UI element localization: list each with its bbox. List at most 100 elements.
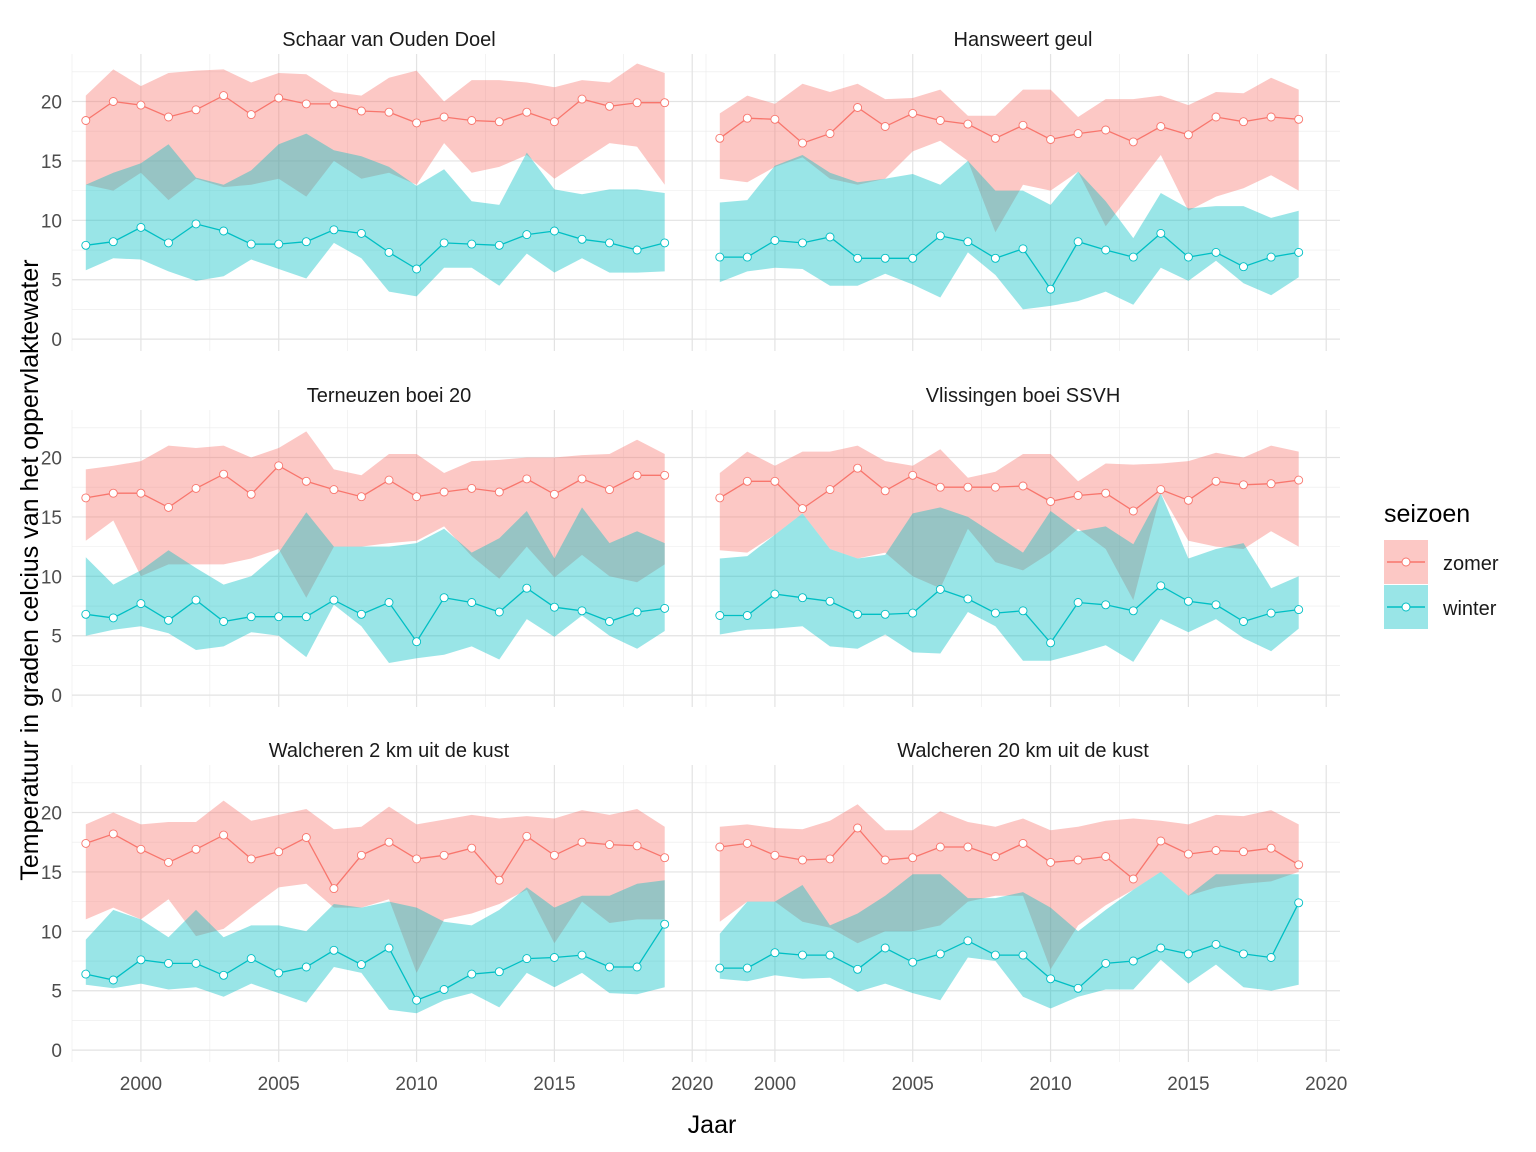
line-zomer	[85, 464, 665, 509]
point-zomer	[384, 107, 394, 117]
point-zomer	[1266, 112, 1276, 122]
point-winter	[660, 603, 670, 613]
point-winter	[1266, 608, 1276, 618]
point-winter	[1101, 600, 1111, 610]
point-winter	[1239, 617, 1248, 626]
point-zomer	[467, 116, 477, 125]
facet-panel: Hansweert geul	[705, 29, 1340, 351]
point-zomer	[246, 489, 256, 499]
point-zomer	[1046, 497, 1056, 506]
point-zomer	[164, 502, 173, 512]
point-winter	[301, 612, 311, 622]
ribbon-winter	[719, 871, 1299, 1009]
point-zomer	[108, 829, 118, 839]
line-winter	[719, 232, 1299, 291]
point-zomer	[384, 475, 394, 485]
point-zomer	[494, 487, 504, 497]
point-zomer	[908, 470, 918, 480]
point-winter	[1211, 939, 1221, 949]
point-winter	[356, 960, 366, 970]
point-winter	[522, 954, 532, 964]
point-winter	[632, 962, 642, 972]
ribbon-zomer	[85, 800, 665, 973]
point-winter	[1266, 252, 1276, 262]
y-tick-label: 10	[41, 211, 62, 232]
panel-title: Hansweert geul	[954, 29, 1093, 51]
point-winter	[1018, 606, 1028, 616]
line-winter	[719, 902, 1300, 990]
point-winter	[1018, 244, 1028, 254]
point-zomer	[715, 133, 725, 143]
point-zomer	[494, 875, 504, 885]
x-tick-label: 2015	[1167, 1074, 1209, 1095]
point-winter	[990, 950, 1000, 960]
point-zomer	[935, 842, 945, 852]
facet-panel: Vlissingen boei SSVH	[705, 385, 1340, 707]
point-winter	[1294, 898, 1304, 908]
point-winter	[963, 237, 973, 247]
point-winter	[1156, 581, 1166, 591]
line-zomer	[719, 827, 1300, 880]
point-winter	[742, 963, 752, 973]
point-zomer	[467, 483, 477, 493]
point-zomer	[522, 474, 532, 484]
point-zomer	[1073, 129, 1083, 139]
point-winter	[1128, 252, 1138, 262]
point-winter	[1239, 262, 1248, 272]
point-winter	[825, 950, 835, 960]
panel-title: Vlissingen boei SSVH	[926, 385, 1121, 407]
x-tick-label: 2010	[1029, 1074, 1071, 1095]
point-zomer	[1101, 125, 1111, 135]
point-zomer	[329, 99, 339, 109]
point-zomer	[356, 492, 366, 502]
point-winter	[108, 975, 118, 985]
point-winter	[935, 584, 945, 594]
point-winter	[1128, 956, 1138, 966]
point-zomer	[990, 852, 1000, 861]
point-winter	[494, 240, 504, 250]
point-zomer	[1266, 479, 1276, 489]
y-tick-label: 5	[51, 982, 62, 1003]
ribbon-zomer	[85, 431, 665, 598]
point-winter	[412, 264, 422, 274]
point-winter	[577, 606, 587, 616]
x-tick-label: 2015	[533, 1074, 575, 1095]
point-winter	[825, 596, 835, 606]
point-winter	[1046, 974, 1056, 984]
x-tick-label: 2005	[892, 1074, 934, 1095]
point-zomer	[1183, 849, 1193, 859]
point-winter	[963, 936, 973, 946]
point-zomer	[798, 855, 807, 865]
point-zomer	[825, 485, 835, 495]
point-zomer	[1128, 137, 1138, 147]
point-winter	[522, 583, 532, 593]
line-zomer	[85, 94, 665, 124]
point-zomer	[935, 116, 945, 125]
point-winter	[191, 219, 201, 229]
point-winter	[1183, 252, 1193, 262]
ribbon-winter	[85, 507, 665, 663]
line-zomer	[719, 467, 1299, 512]
point-winter	[164, 615, 173, 625]
point-winter	[1211, 247, 1221, 257]
point-winter	[660, 238, 670, 248]
point-zomer	[549, 850, 559, 860]
point-zomer	[219, 830, 229, 840]
point-zomer	[356, 106, 366, 116]
facet-panel: Walcheren 2 km uit de kust 0 5 10 15 20 2000 20…	[41, 740, 713, 1095]
y-tick-label: 15	[41, 863, 62, 884]
point-zomer	[1128, 506, 1138, 516]
point-zomer	[1211, 846, 1221, 855]
point-zomer	[136, 844, 146, 854]
y-tick-label: 15	[41, 508, 62, 529]
point-winter	[329, 945, 339, 955]
point-winter	[770, 948, 780, 958]
point-winter	[1018, 950, 1028, 960]
point-winter	[853, 253, 863, 263]
legend-entry-zomer: zomer	[1384, 540, 1499, 584]
point-zomer	[329, 485, 339, 495]
point-zomer	[1239, 847, 1248, 857]
point-zomer	[1294, 475, 1304, 485]
point-winter	[990, 253, 1000, 263]
